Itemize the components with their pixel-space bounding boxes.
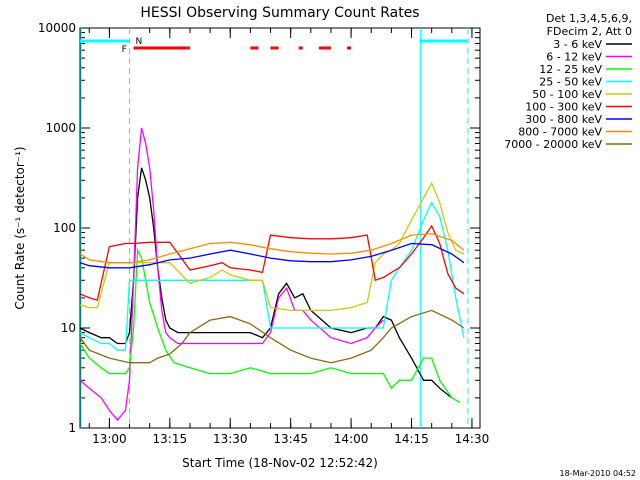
timestamp: 18-Mar-2010 04:52: [560, 469, 637, 478]
series-line-6: [79, 242, 465, 269]
x-tick-label: 13:15: [153, 432, 188, 446]
legend-entry-label: 6 - 12 keV: [546, 51, 602, 64]
x-tick-label: 14:00: [334, 432, 369, 446]
y-tick-label: 1000: [45, 121, 76, 135]
chart-title: HESSI Observing Summary Count Rates: [140, 5, 419, 21]
series-lines: [79, 127, 465, 422]
legend-entry-label: 300 - 800 keV: [525, 113, 602, 126]
legend-header: FDecim 2, Att 0: [547, 25, 632, 38]
legend-header: Det 1,3,4,5,6,9,: [546, 12, 632, 25]
series-line-0: [79, 167, 453, 399]
x-tick-label: 13:30: [213, 432, 248, 446]
y-tick-label: 10000: [38, 21, 76, 35]
legend-entry-label: 12 - 25 keV: [539, 63, 602, 76]
x-tick-label: 13:00: [92, 432, 127, 446]
night-label: N: [136, 37, 143, 47]
y-tick-label: 1: [68, 421, 76, 435]
night-flare-markers: NF: [80, 28, 469, 428]
series-line-3: [79, 201, 465, 351]
legend-entry-label: 100 - 300 keV: [525, 101, 602, 114]
legend-entry-label: 25 - 50 keV: [539, 76, 602, 89]
series-line-5: [79, 224, 465, 301]
series-line-7: [79, 232, 465, 264]
series-line-1: [79, 127, 384, 422]
x-tick-label: 14:15: [394, 432, 429, 446]
legend-entry-label: 800 - 7000 keV: [518, 126, 602, 139]
series-line-2: [79, 247, 461, 404]
axes: 13:00 13:15 13:30 13:45 14:00 14:15 14:30 1 10 10…: [38, 21, 489, 446]
x-axis-label: Start Time (18-Nov-02 12:52:42): [182, 456, 378, 470]
legend-entry-label: 7000 - 20000 keV: [504, 138, 602, 151]
legend: Det 1,3,4,5,6,9,FDecim 2, Att 03 - 6 keV…: [504, 12, 632, 151]
y-axis-label: Count Rate (s⁻¹ detector⁻¹): [13, 146, 27, 309]
x-tick-label: 14:30: [455, 432, 490, 446]
legend-entry-label: 3 - 6 keV: [553, 38, 602, 51]
series-line-8: [79, 309, 465, 364]
x-tick-label: 13:45: [273, 432, 308, 446]
y-tick-label: 10: [61, 321, 76, 335]
flare-label: F: [122, 45, 127, 55]
legend-entry-label: 50 - 100 keV: [532, 88, 602, 101]
y-tick-label: 100: [53, 221, 76, 235]
